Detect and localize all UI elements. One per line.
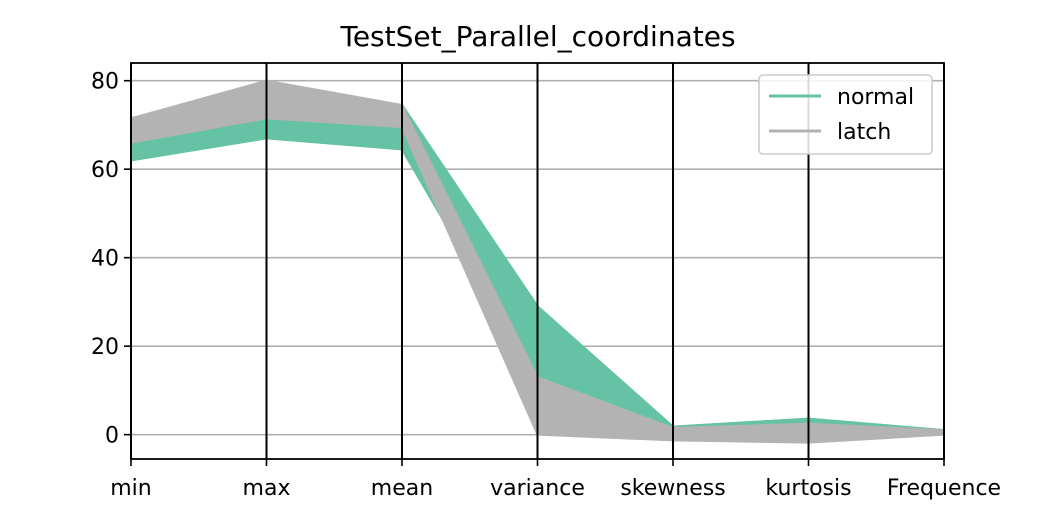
x-tick-label-mean: mean [371,476,433,501]
tick-layer: 0 20 40 60 80 min max mean variance skewness kurto… [91,70,1001,501]
y-tick-label: 0 [105,424,119,449]
legend-label-normal: normal [837,85,914,110]
y-tick-label: 20 [91,335,119,360]
y-tick-label: 40 [91,247,119,272]
x-tick-label-variance: variance [490,476,585,501]
chart-title: TestSet_Parallel_coordinates [339,20,735,53]
y-tick-label: 60 [91,158,119,183]
x-tick-label-kurtosis: kurtosis [765,476,851,501]
x-tick-label-frequence: Frequence [887,476,1001,501]
x-tick-label-skewness: skewness [620,476,725,501]
legend-label-latch: latch [837,120,891,145]
y-tick-label: 80 [91,70,119,95]
x-tick-label-min: min [110,476,152,501]
legend: normal latch [758,74,933,155]
x-tick-label-max: max [243,476,291,501]
